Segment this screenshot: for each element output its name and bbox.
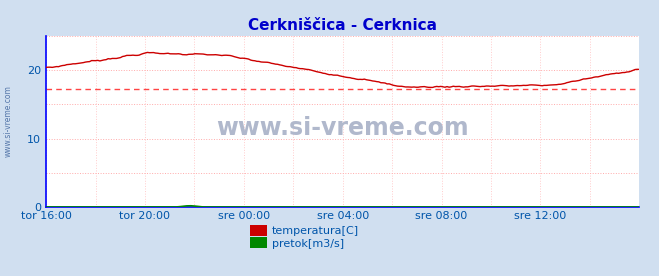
Text: www.si-vreme.com: www.si-vreme.com — [3, 86, 13, 157]
Text: www.si-vreme.com: www.si-vreme.com — [216, 116, 469, 140]
Text: pretok[m3/s]: pretok[m3/s] — [272, 239, 343, 249]
Title: Cerkniščica - Cerknica: Cerkniščica - Cerknica — [248, 18, 437, 33]
Text: temperatura[C]: temperatura[C] — [272, 226, 358, 236]
